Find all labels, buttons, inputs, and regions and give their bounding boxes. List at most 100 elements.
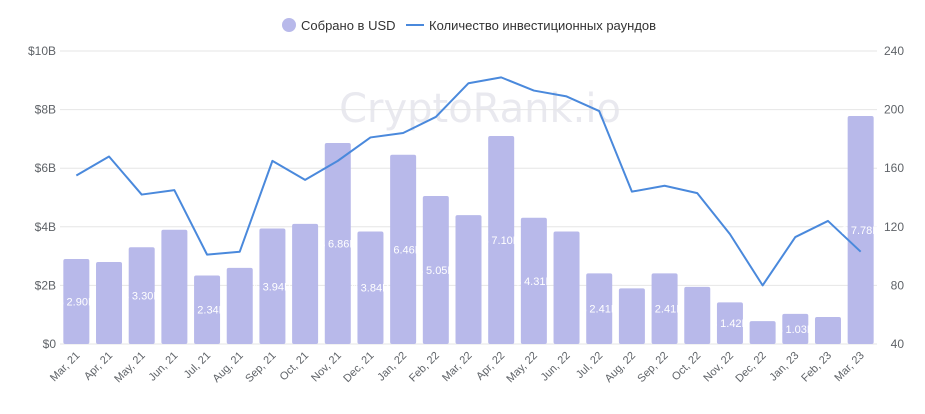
left-axis-tick-label: $0 — [43, 337, 57, 351]
x-axis-tick-label: Aug, 21 — [211, 350, 246, 385]
x-axis-tick-label: Oct, 22 — [670, 350, 704, 384]
x-axis-tick-label: Jan, 23 — [767, 350, 801, 384]
line-point[interactable] — [498, 74, 504, 80]
bar[interactable] — [651, 273, 678, 344]
left-axis-tick-label: $6B — [35, 161, 56, 175]
bar[interactable] — [194, 275, 221, 344]
line-point[interactable] — [858, 249, 864, 255]
x-axis-tick-label: Mar, 23 — [832, 350, 866, 384]
line-point[interactable] — [792, 234, 798, 240]
bar-data-label: $ 3.84B — [351, 283, 389, 295]
line-point[interactable] — [531, 88, 537, 94]
bar[interactable] — [63, 259, 90, 344]
rounds-line — [75, 76, 862, 287]
left-axis: $0 $2B $4B $6B $8B $10B — [28, 44, 56, 351]
line-point[interactable] — [204, 252, 210, 258]
line-point[interactable] — [400, 130, 406, 136]
x-axis-tick-label: Jan, 22 — [375, 350, 409, 384]
x-axis-tick-label: Oct, 21 — [278, 350, 312, 384]
bar[interactable] — [586, 273, 613, 344]
bar[interactable] — [292, 223, 319, 344]
bar-data-label: $ 7.10B — [482, 235, 520, 247]
bar-series — [63, 116, 874, 345]
x-axis-tick-label: Aug, 22 — [603, 350, 638, 385]
line-point[interactable] — [73, 173, 79, 179]
line-point[interactable] — [694, 190, 700, 196]
bar[interactable] — [96, 261, 123, 344]
line-point[interactable] — [662, 183, 668, 189]
line-point[interactable] — [106, 153, 112, 159]
bar[interactable] — [553, 231, 580, 344]
line-point[interactable] — [335, 158, 341, 164]
x-axis-tick-label: May, 21 — [112, 350, 148, 386]
line-point[interactable] — [237, 249, 243, 255]
right-axis-tick-label: 40 — [891, 337, 905, 351]
x-axis-tick-label: May, 22 — [504, 350, 540, 386]
bar[interactable] — [324, 143, 351, 344]
x-axis-tick-label: Feb, 23 — [799, 350, 834, 385]
line-series — [73, 74, 864, 288]
x-axis-tick-label: Nov, 22 — [701, 350, 736, 385]
x-axis-tick-label: Sep, 21 — [243, 350, 278, 385]
line-point[interactable] — [564, 93, 570, 99]
x-axis-tick-label: Mar, 21 — [48, 350, 82, 384]
bar-data-label: $ 2.41B — [580, 304, 618, 316]
legend-item-bars[interactable]: Собрано в USD — [282, 18, 396, 33]
x-axis-tick-label: Jun, 22 — [539, 350, 573, 384]
line-point[interactable] — [269, 158, 275, 164]
bar[interactable] — [488, 135, 515, 344]
bar[interactable] — [520, 217, 547, 344]
x-axis-tick-label: Nov, 21 — [309, 350, 344, 385]
bar-data-label: $ 3.30B — [123, 291, 161, 303]
left-axis-tick-label: $2B — [35, 278, 56, 292]
bar[interactable] — [128, 247, 155, 344]
bar-data-label: $ 1.03B — [776, 324, 814, 336]
left-axis-tick-label: $4B — [35, 220, 56, 234]
legend-bar-swatch-icon — [282, 18, 296, 32]
bar-data-label: $ 1.42B — [711, 318, 749, 330]
bar[interactable] — [716, 302, 743, 344]
x-axis-tick-label: Apr, 21 — [82, 350, 115, 383]
bar[interactable] — [847, 116, 874, 345]
x-axis-tick-label: Dec, 22 — [733, 350, 768, 385]
line-point[interactable] — [825, 218, 831, 224]
line-point[interactable] — [466, 80, 472, 86]
left-axis-tick-label: $10B — [28, 44, 56, 58]
bar-data-label: $ 3.94B — [253, 281, 291, 293]
x-axis-tick-label: Feb, 22 — [407, 350, 442, 385]
right-axis: 40 80 120 160 200 240 — [884, 44, 904, 351]
bar[interactable] — [422, 196, 449, 344]
data-labels: $ 2.90B $ 3.30B $ 2.34B $ 3.94B $ 6.86B $ 3.8… — [57, 225, 879, 336]
bar[interactable] — [259, 228, 286, 344]
line-point[interactable] — [433, 114, 439, 120]
bar[interactable] — [226, 267, 253, 344]
line-point[interactable] — [727, 231, 733, 237]
bar[interactable] — [357, 231, 384, 344]
x-axis-tick-label: Sep, 22 — [635, 350, 670, 385]
legend-line-label: Количество инвестиционных раундов — [429, 18, 656, 33]
line-point[interactable] — [596, 108, 602, 114]
bar-data-label: $ 6.46B — [384, 244, 422, 256]
bar[interactable] — [749, 321, 776, 344]
bar-data-label: $ 2.34B — [188, 305, 226, 317]
bar[interactable] — [161, 229, 188, 344]
x-axis-tick-label: Jul, 21 — [182, 350, 213, 381]
line-point[interactable] — [302, 177, 308, 183]
x-axis-tick-label: Mar, 22 — [440, 350, 474, 384]
right-axis-tick-label: 120 — [884, 220, 904, 234]
bar[interactable] — [390, 154, 417, 344]
bar[interactable] — [455, 215, 482, 344]
line-point[interactable] — [629, 189, 635, 195]
bar[interactable] — [618, 288, 645, 344]
bar-data-label: $ 5.05B — [417, 265, 455, 277]
line-point[interactable] — [139, 192, 145, 198]
line-point[interactable] — [367, 134, 373, 140]
bar-data-label: $ 7.78B — [842, 225, 880, 237]
bar[interactable] — [684, 286, 711, 344]
legend-item-line[interactable]: Количество инвестиционных раундов — [406, 18, 656, 33]
bar[interactable] — [782, 313, 809, 344]
bar[interactable] — [814, 317, 841, 344]
line-point[interactable] — [171, 187, 177, 193]
line-point[interactable] — [760, 282, 766, 288]
